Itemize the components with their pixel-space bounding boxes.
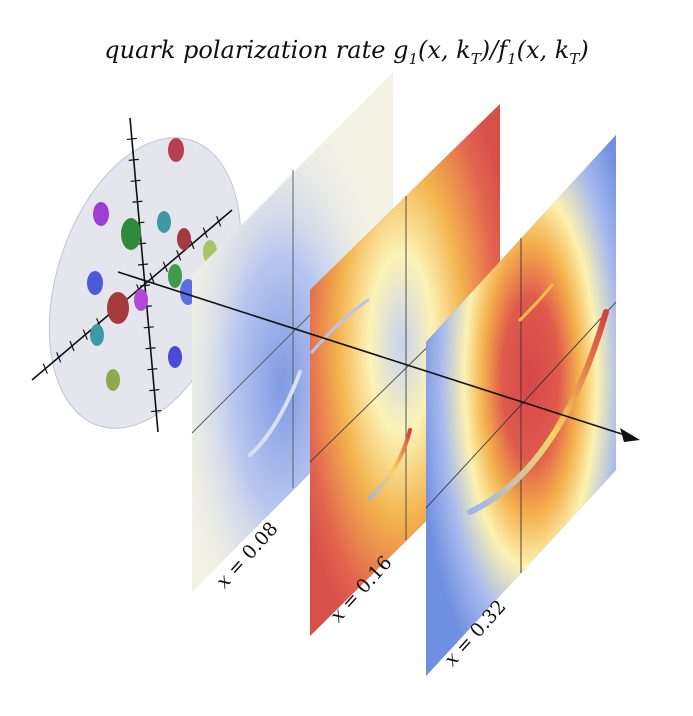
distribution-arc xyxy=(310,298,370,354)
distribution-arc xyxy=(518,283,554,322)
distribution-arc xyxy=(368,428,412,500)
axis-tick xyxy=(151,409,162,413)
axis-tick xyxy=(145,347,156,350)
distribution-arc xyxy=(467,309,609,515)
parton-dot xyxy=(168,138,184,162)
parton-dots xyxy=(87,138,217,391)
axis-tick xyxy=(69,340,75,352)
disk-vertical-axis xyxy=(129,117,159,433)
axis-tick xyxy=(132,200,143,203)
parton-dot xyxy=(121,218,141,250)
plane-horizontal-axis xyxy=(425,301,617,509)
axis-tick xyxy=(149,389,160,392)
parton-dot xyxy=(107,292,129,324)
axis-tick xyxy=(147,368,158,371)
disk-diagonal-axis xyxy=(31,209,233,381)
parton-dot xyxy=(93,202,109,226)
axis-tick xyxy=(216,216,222,227)
parton-dot xyxy=(134,289,148,311)
parton-dot xyxy=(168,264,182,288)
axis-tick xyxy=(202,227,208,238)
parton-dot xyxy=(157,211,171,233)
parton-dot xyxy=(87,271,103,295)
parton-dot xyxy=(177,228,191,250)
axis-tick xyxy=(149,272,155,284)
axis-arrow-icon xyxy=(620,428,640,442)
diagram-title: quark polarization rate g1(x, kT)/f1(x, … xyxy=(104,36,589,68)
axis-tick xyxy=(130,179,141,182)
plane-x-0.32 xyxy=(425,135,617,676)
axis-tick xyxy=(143,326,154,329)
axis-tick xyxy=(162,261,168,272)
parton-dot xyxy=(106,369,120,391)
parton-dot xyxy=(168,346,182,368)
axis-tick xyxy=(139,284,150,287)
axis-tick xyxy=(138,263,149,266)
axis-tick xyxy=(82,329,88,340)
axis-tick xyxy=(42,363,48,374)
plane-x-0.16 xyxy=(309,104,501,636)
axis-tick xyxy=(126,137,137,141)
axis-tick xyxy=(128,158,139,161)
distribution-arc xyxy=(248,370,302,457)
parton-dot xyxy=(90,324,104,346)
axis-tick xyxy=(176,250,182,261)
axis-tick xyxy=(56,352,62,363)
longitudinal-axis xyxy=(117,271,629,437)
